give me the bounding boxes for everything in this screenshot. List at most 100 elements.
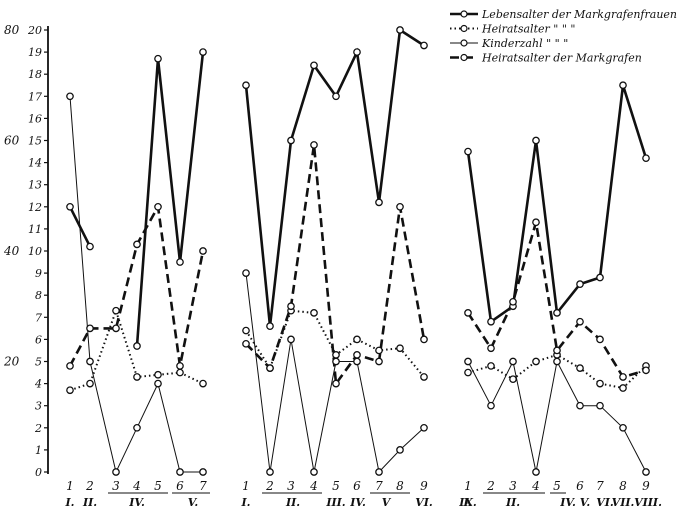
kinderzahl-point xyxy=(375,468,383,476)
heiratsalter-line xyxy=(467,353,647,390)
x-tick-label: 3 xyxy=(287,479,295,493)
heiratsalter_markgrafen-point xyxy=(332,379,340,388)
y-tick-label: 4 xyxy=(34,378,42,391)
heiratsalter-point xyxy=(532,357,540,366)
group-roman-label: VIII. xyxy=(634,496,662,509)
x-tick-label: 2 xyxy=(265,479,274,493)
x-tick-label: 4 xyxy=(132,479,141,493)
lebensalter-point xyxy=(199,48,207,56)
markers-layer xyxy=(66,26,650,476)
series-layer xyxy=(68,27,648,474)
y-tick-label: 5 xyxy=(35,356,42,369)
heiratsalter-point xyxy=(420,373,428,381)
kinderzahl-point xyxy=(332,357,340,366)
kinderzahl-point xyxy=(199,468,207,476)
y-tick-label: 9 xyxy=(35,267,42,280)
lebensalter-line xyxy=(466,84,648,324)
lebensalter-point xyxy=(353,48,361,56)
lebensalter-point xyxy=(396,26,404,34)
group-roman-label: IV. xyxy=(128,496,145,509)
kinderzahl-point xyxy=(266,468,274,476)
heiratsalter-point xyxy=(332,351,340,359)
group-roman-label: II. xyxy=(285,496,300,509)
x-tick-label: 5 xyxy=(154,479,162,493)
lebensalter-point xyxy=(420,41,428,50)
heiratsalter_markgrafen-point xyxy=(576,317,584,326)
lebensalter-point xyxy=(532,136,540,145)
lebensalter-point xyxy=(154,54,162,63)
y-tick-label: 6 xyxy=(35,333,42,346)
kinderzahl-point xyxy=(420,423,428,432)
heiratsalter_markgrafen-point xyxy=(553,346,561,355)
group-roman-label: III. xyxy=(325,496,345,509)
x-tick-label: 4 xyxy=(531,479,540,493)
heiratsalter_markgrafen-point xyxy=(242,339,250,348)
lebensalter-point xyxy=(464,147,472,156)
heiratsalter_markgrafen-point xyxy=(154,202,162,211)
y-tick-label: 15 xyxy=(28,135,42,148)
lebensalter-point xyxy=(66,202,74,211)
y-tick-label: 1 xyxy=(35,444,42,457)
lebensalter-point xyxy=(310,61,318,70)
heiratsalter_markgrafen-point xyxy=(353,351,361,359)
group-roman-label: IX. xyxy=(458,496,477,509)
group-roman-label: VI. xyxy=(415,496,433,509)
x-tick-label: 4 xyxy=(309,479,318,493)
legend-marker xyxy=(460,53,468,62)
lebensalter-point xyxy=(553,309,561,317)
y-left-tick-label: 20 xyxy=(3,355,20,369)
x-tick-label: 5 xyxy=(553,479,561,493)
legend-marker xyxy=(460,10,468,18)
heiratsalter-point xyxy=(353,335,361,344)
y-left-tick-label: 80 xyxy=(4,23,20,37)
heiratsalter-point xyxy=(133,373,141,381)
group-roman-label: V xyxy=(382,496,392,509)
legend: Lebensalter der Markgrafenfrauen Heiratsa… xyxy=(450,8,677,65)
lebensalter-point xyxy=(642,154,650,163)
heiratsalter-point xyxy=(66,386,74,395)
kinderzahl-line xyxy=(467,359,647,473)
heiratsalter_markgrafen-point xyxy=(487,344,495,353)
group-roman-label: I. xyxy=(463,496,473,509)
heiratsalter-point xyxy=(464,368,472,377)
x-tick-label: 1 xyxy=(66,479,74,493)
group-roman-label: I. xyxy=(65,496,75,509)
heiratsalter_markgrafen-point xyxy=(464,309,472,317)
y-tick-label: 16 xyxy=(28,112,42,125)
x-tick-label: 8 xyxy=(619,479,627,493)
kinderzahl-point xyxy=(310,468,318,476)
heiratsalter_markgrafen-point xyxy=(176,362,184,370)
x-tick-label: 1 xyxy=(464,479,472,493)
heiratsalter_markgrafen-line xyxy=(245,144,426,388)
heiratsalter_markgrafen-point xyxy=(596,335,604,344)
heiratsalter-point xyxy=(596,379,604,388)
y-tick-label: 18 xyxy=(28,68,42,81)
heiratsalter-point xyxy=(310,309,318,317)
y-tick-label: 2 xyxy=(34,422,42,435)
kinderzahl-point xyxy=(464,357,472,366)
y-tick-label: 13 xyxy=(28,179,42,192)
x-tick-label: 7 xyxy=(199,479,207,493)
kinderzahl-point xyxy=(287,335,295,344)
kinderzahl-point xyxy=(553,357,561,366)
lebensalter-point xyxy=(86,242,94,251)
legend-marker xyxy=(460,24,468,33)
x-tick-label: 8 xyxy=(396,479,404,493)
group-roman-label: VI. xyxy=(596,496,614,509)
heiratsalter-point xyxy=(576,364,584,372)
heiratsalter_markgrafen-point xyxy=(86,324,94,333)
heiratsalter-point xyxy=(176,368,184,377)
group-roman-label: V. xyxy=(580,496,591,509)
heiratsalter-point xyxy=(375,346,383,355)
heiratsalter-point xyxy=(86,379,94,388)
x-tick-label: 7 xyxy=(375,479,383,493)
group-roman-label: IV. xyxy=(349,496,366,509)
heiratsalter_markgrafen-line xyxy=(466,221,647,379)
kinderzahl-point xyxy=(487,401,495,410)
legend-label: Kinderzahl " " " xyxy=(481,37,568,50)
lebensalter-point xyxy=(242,81,250,90)
heiratsalter-point xyxy=(199,379,207,388)
heiratsalter-point xyxy=(509,375,517,384)
